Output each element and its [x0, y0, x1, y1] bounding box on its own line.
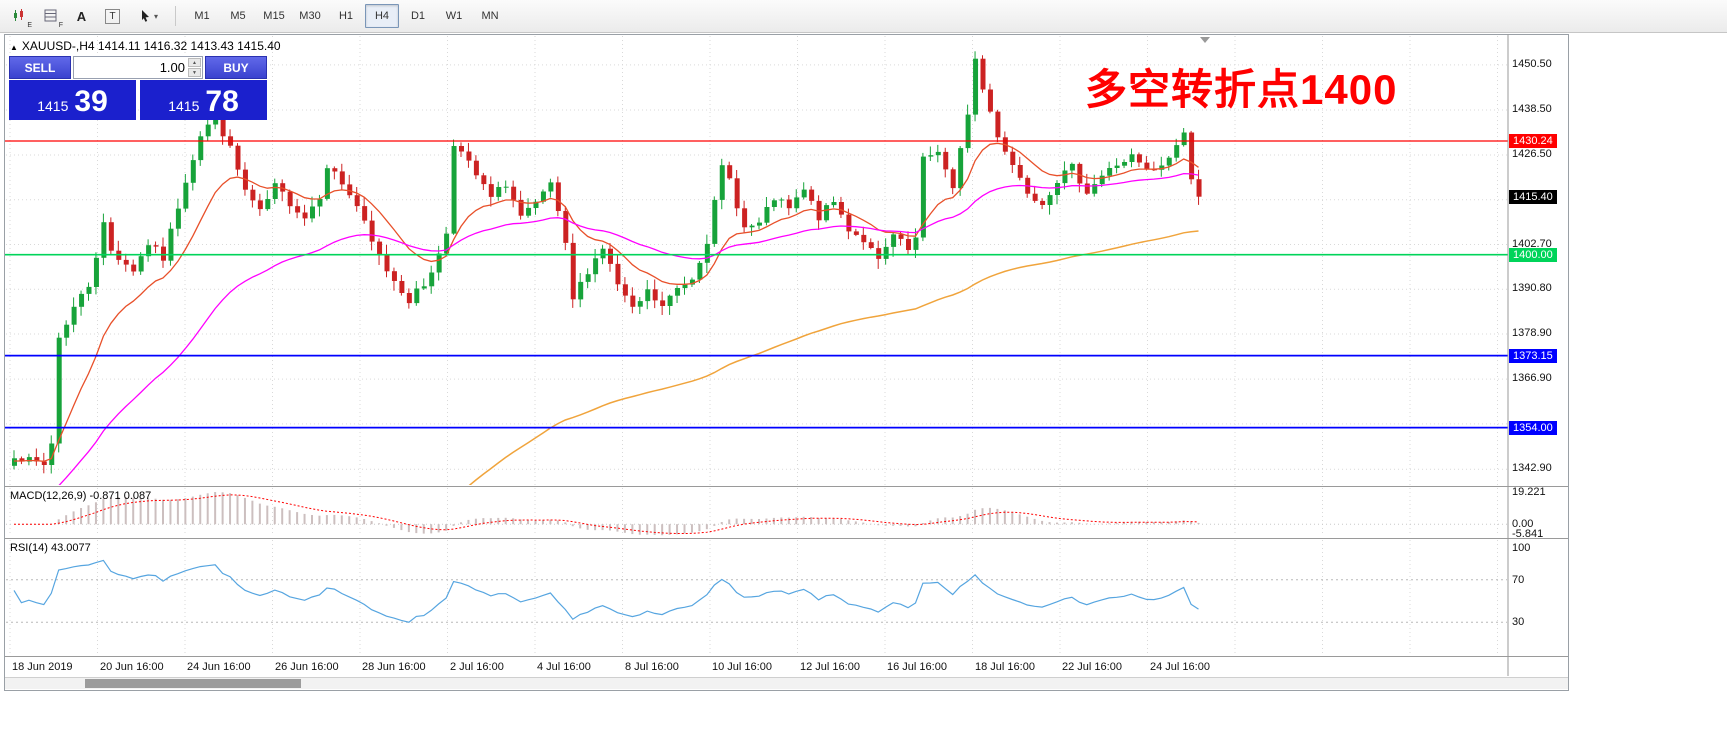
sell-price-display[interactable]: 1415 39: [9, 80, 136, 120]
time-axis-label: 26 Jun 16:00: [275, 661, 339, 673]
price-axis-label: 1390.80: [1512, 282, 1552, 294]
price-axis-label: 1450.50: [1512, 58, 1552, 70]
time-axis-label: 18 Jun 2019: [12, 661, 73, 673]
symbol-ohlc-text: XAUUSD-,H4 1414.11 1416.32 1413.43 1415.…: [21, 39, 281, 53]
macd-axis-label: 19.221: [1512, 486, 1546, 498]
time-axis-label: 8 Jul 16:00: [625, 661, 679, 673]
time-axis-label: 10 Jul 16:00: [712, 661, 772, 673]
volume-spinner: ▲ ▼: [188, 58, 201, 77]
timeframe-group: M1 M5 M15 M30 H1 H4 D1 W1 MN: [184, 4, 508, 28]
candlestick-glyph: [13, 9, 23, 21]
time-axis-label: 12 Jul 16:00: [800, 661, 860, 673]
price-axis-label: 1438.50: [1512, 103, 1552, 115]
template-icon[interactable]: T: [98, 3, 127, 29]
icon-sub-f: F: [58, 22, 63, 29]
cursor-glyph: [141, 10, 149, 22]
tf-button-d1[interactable]: D1: [410, 10, 426, 22]
buy-price-big: 78: [205, 85, 239, 118]
time-axis-label: 22 Jul 16:00: [1062, 661, 1122, 673]
buy-price-display[interactable]: 1415 78: [140, 80, 267, 120]
price-axis-label: 1342.90: [1512, 462, 1552, 474]
time-axis-label: 28 Jun 16:00: [362, 661, 426, 673]
symbol-header: ▲ XAUUSD-,H4 1414.11 1416.32 1413.43 1415…: [10, 39, 281, 53]
macd-indicator-label: MACD(12,26,9) -0.871 0.087: [10, 490, 152, 502]
icon-sub-e: E: [27, 22, 32, 29]
tf-button-m30[interactable]: M30: [299, 10, 321, 22]
price-line-badge: 1354.00: [1509, 421, 1557, 435]
tf-button-mn[interactable]: MN: [481, 10, 499, 22]
tf-button-m5[interactable]: M5: [230, 10, 246, 22]
sell-button[interactable]: SELL: [9, 56, 71, 79]
tf-button-w1[interactable]: W1: [445, 10, 463, 22]
macd-axis-label: -5.841: [1512, 528, 1544, 540]
chart-shift-marker-icon: [1200, 37, 1210, 43]
cursor-tool-icon[interactable]: ▾: [129, 3, 167, 29]
buy-button[interactable]: BUY: [205, 56, 267, 79]
volume-input[interactable]: [74, 59, 202, 76]
time-axis-label: 16 Jul 16:00: [887, 661, 947, 673]
price-line-badge: 1373.15: [1509, 349, 1557, 363]
horizontal-scrollbar[interactable]: [5, 677, 1568, 689]
toolbar-separator: [175, 6, 176, 26]
data-window-icon[interactable]: F: [36, 3, 65, 29]
chevron-down-icon: ▾: [153, 11, 158, 21]
price-line-badge: 1400.00: [1509, 248, 1557, 262]
collapse-triangle-icon[interactable]: ▲: [10, 43, 18, 52]
volume-box: ▲ ▼: [73, 56, 203, 79]
chart-text-annotation: 多空转折点1400: [1085, 66, 1398, 113]
grid-glyph: [44, 9, 56, 22]
price-axis-label: 1366.90: [1512, 372, 1552, 384]
one-click-trade-panel: SELL ▲ ▼ BUY 1415 39 1415 78: [9, 56, 267, 120]
tf-button-m1[interactable]: M1: [194, 10, 210, 22]
tf-button-h1[interactable]: H1: [338, 10, 354, 22]
tf-button-h4[interactable]: H4: [365, 4, 399, 28]
volume-up-button[interactable]: ▲: [188, 58, 201, 67]
price-axis-label: 1402.70: [1512, 238, 1552, 250]
sell-price-small: 1415: [37, 98, 69, 114]
volume-down-button[interactable]: ▼: [188, 68, 201, 77]
time-axis-label: 4 Jul 16:00: [537, 661, 591, 673]
scrollbar-thumb[interactable]: [85, 679, 301, 688]
rsi-axis-label: 70: [1512, 574, 1525, 586]
price-line-badge: 1430.24: [1509, 134, 1557, 148]
text-label-icon[interactable]: A: [76, 8, 87, 24]
price-axis-label: 1378.90: [1512, 327, 1552, 339]
macd-axis-label: 0.00: [1512, 518, 1534, 530]
chart-profile-icon[interactable]: E: [5, 3, 34, 29]
rsi-axis-label: 100: [1512, 542, 1531, 554]
time-axis-label: 20 Jun 16:00: [100, 661, 164, 673]
rsi-indicator-label: RSI(14) 43.0077: [10, 542, 91, 554]
time-axis-label: 24 Jul 16:00: [1150, 661, 1210, 673]
sell-price-big: 39: [74, 85, 108, 118]
buy-price-small: 1415: [168, 98, 200, 114]
rsi-axis-label: 30: [1512, 616, 1525, 628]
time-axis-label: 2 Jul 16:00: [450, 661, 504, 673]
price-axis-label: 1426.50: [1512, 148, 1552, 160]
top-toolbar: E F A T ▾ M1 M5 M15 M30 H1 H4 D1 W1 MN: [0, 0, 1727, 33]
time-axis-label: 18 Jul 16:00: [975, 661, 1035, 673]
current-price-badge: 1415.40: [1509, 190, 1557, 204]
time-axis-label: 24 Jun 16:00: [187, 661, 251, 673]
tf-button-m15[interactable]: M15: [263, 10, 285, 22]
